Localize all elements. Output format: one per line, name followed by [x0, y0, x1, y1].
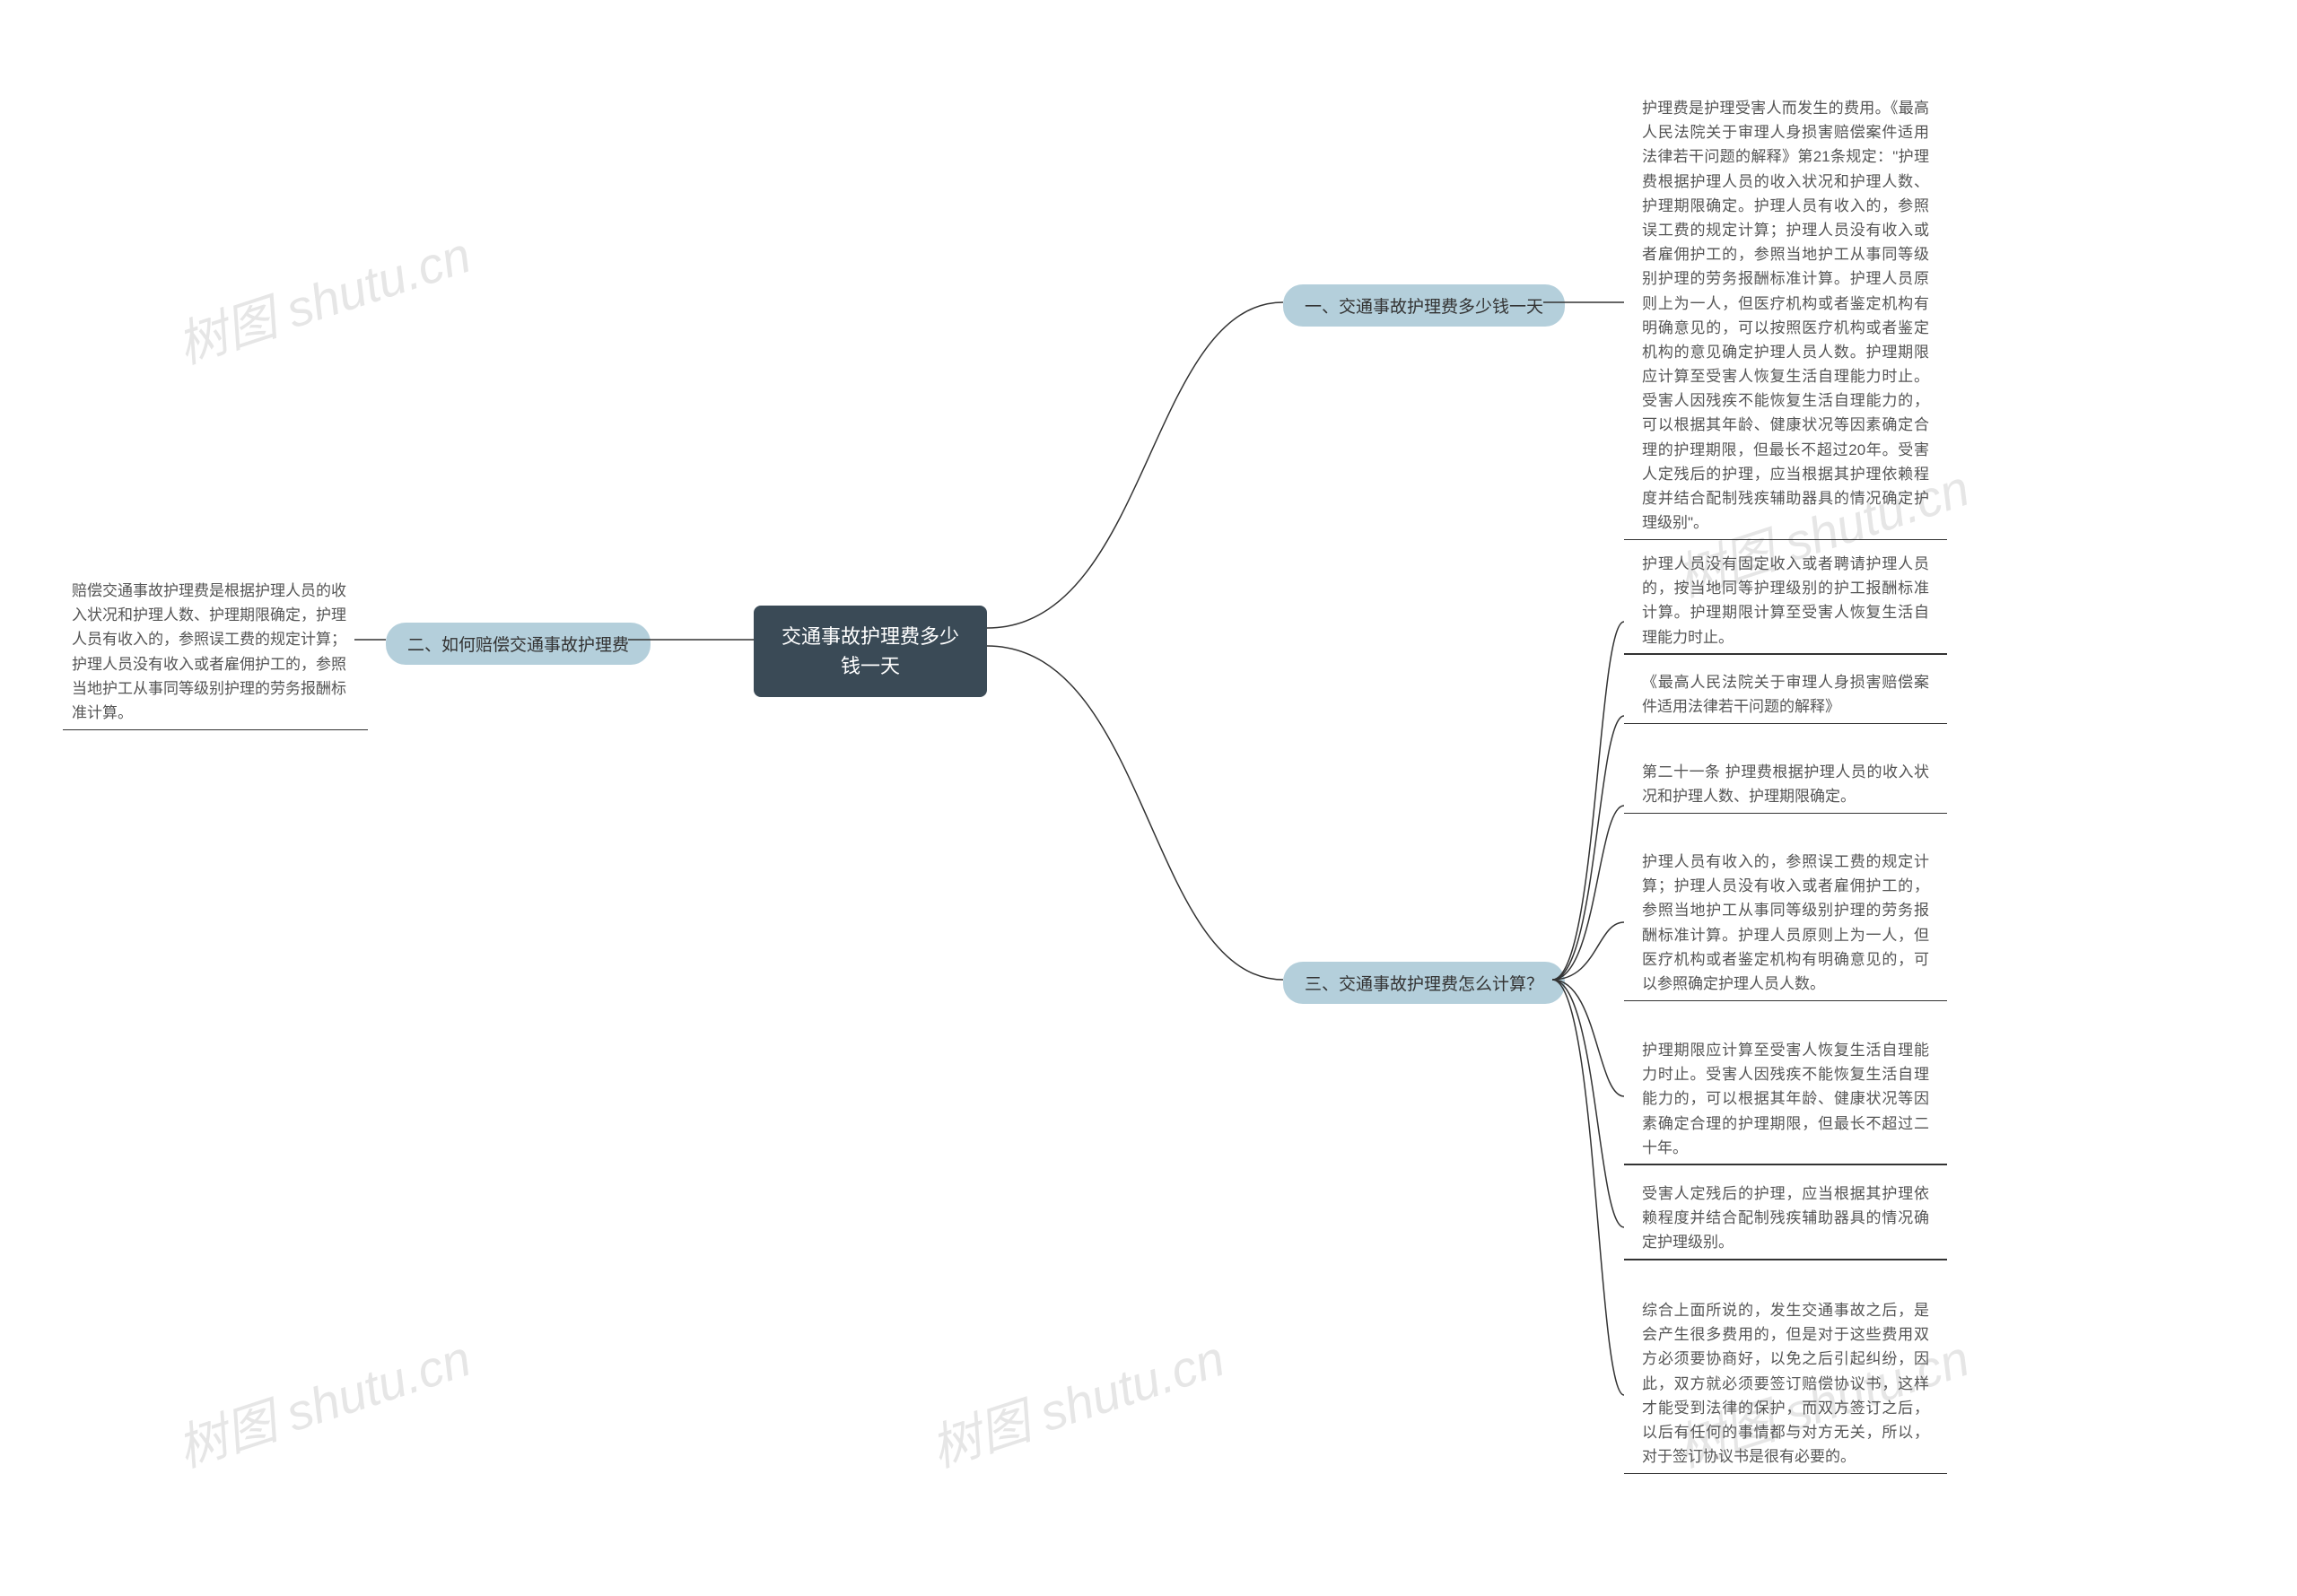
leaf-b3-3: 第二十一条 护理费根据护理人员的收入状况和护理人数、护理期限确定。: [1642, 760, 1929, 808]
branch-3-label: 三、交通事故护理费怎么计算？: [1305, 975, 1543, 994]
leaf-underline: [1624, 1164, 1947, 1165]
branch-2-label: 二、如何赔偿交通事故护理费: [407, 636, 629, 655]
center-node: 交通事故护理费多少钱一天: [754, 606, 987, 697]
watermark: 树图 shutu.cn: [167, 215, 479, 379]
leaf-b3-7: 综合上面所说的，发生交通事故之后，是会产生很多费用的，但是对于这些费用双方必须要…: [1642, 1298, 1929, 1469]
leaf-underline: [1624, 539, 1947, 541]
branch-node-3: 三、交通事故护理费怎么计算？: [1283, 962, 1565, 1004]
leaf-b3-2: 《最高人民法院关于审理人身损害赔偿案件适用法律若干问题的解释》: [1642, 670, 1929, 719]
connectors: [0, 0, 2297, 1596]
leaf-underline: [1624, 813, 1947, 815]
center-title: 交通事故护理费多少钱一天: [782, 625, 959, 677]
leaf-underline: [1624, 1473, 1947, 1475]
watermark: 树图 shutu.cn: [167, 1319, 479, 1482]
leaf-underline: [1624, 1000, 1947, 1002]
leaf-b1-1: 护理费是护理受害人而发生的费用。《最高人民法院关于审理人身损害赔偿案件适用法律若…: [1642, 96, 1929, 535]
leaf-underline: [1624, 723, 1947, 725]
watermark: 树图 shutu.cn: [921, 1319, 1233, 1482]
branch-1-label: 一、交通事故护理费多少钱一天: [1305, 298, 1543, 317]
leaf-b3-1: 护理人员没有固定收入或者聘请护理人员的，按当地同等护理级别的护工报酬标准计算。护…: [1642, 552, 1929, 650]
branch-node-1: 一、交通事故护理费多少钱一天: [1283, 284, 1565, 327]
leaf-underline: [1624, 1259, 1947, 1260]
leaf-b3-4: 护理人员有收入的，参照误工费的规定计算；护理人员没有收入或者雇佣护工的，参照当地…: [1642, 850, 1929, 996]
mindmap-canvas: 树图 shutu.cn 树图 shutu.cn 树图 shutu.cn 树图 s…: [0, 0, 2297, 1596]
leaf-underline: [1624, 653, 1947, 655]
leaf-underline: [63, 729, 368, 731]
branch-node-2: 二、如何赔偿交通事故护理费: [386, 623, 651, 665]
leaf-b2-1: 赔偿交通事故护理费是根据护理人员的收入状况和护理人数、护理期限确定，护理人员有收…: [72, 579, 350, 725]
leaf-b3-6: 受害人定残后的护理，应当根据其护理依赖程度并结合配制残疾辅助器具的情况确定护理级…: [1642, 1182, 1929, 1255]
leaf-b3-5: 护理期限应计算至受害人恢复生活自理能力时止。受害人因残疾不能恢复生活自理能力的，…: [1642, 1038, 1929, 1160]
